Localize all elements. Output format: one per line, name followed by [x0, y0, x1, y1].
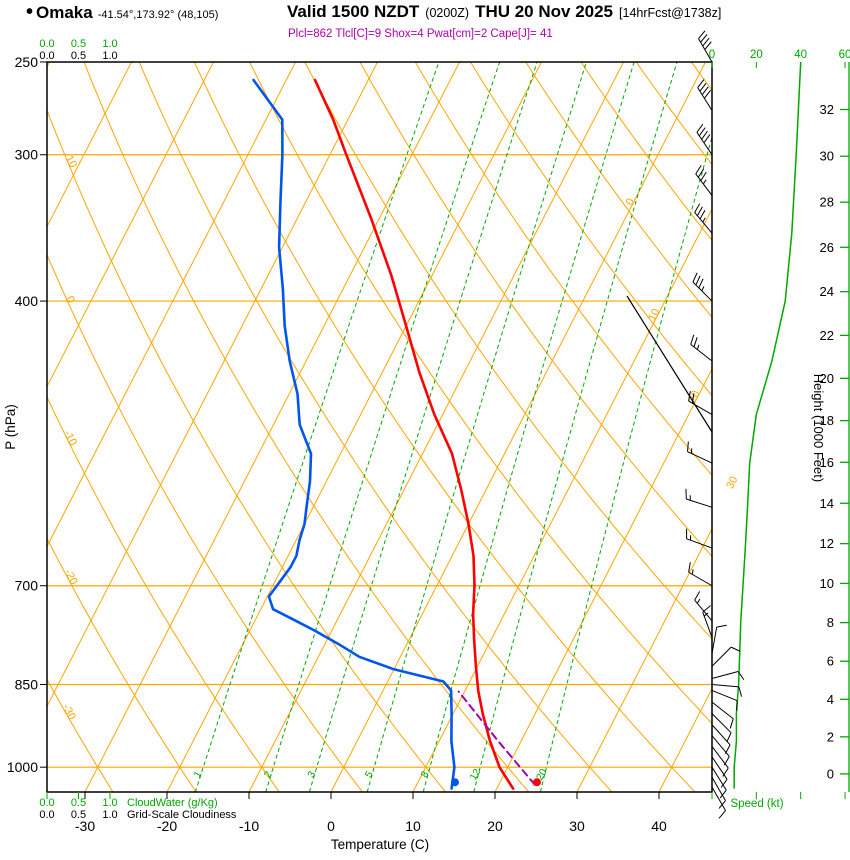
- pressure-axis-title: P (hPa): [3, 404, 18, 450]
- svg-text:0.0: 0.0: [39, 50, 54, 62]
- cloudiness-axis-title: Grid-Scale Cloudiness: [127, 809, 237, 821]
- dry-adiabat-label: 0: [63, 294, 76, 305]
- station-coordinates: -41.54°,173.92° (48,105): [97, 9, 219, 21]
- skewt-grid: [47, 62, 712, 792]
- valid-zulu: (0200Z): [425, 6, 470, 20]
- forecast-tag: [14hrFcst@1738z]: [619, 6, 722, 20]
- svg-text:0.0: 0.0: [39, 809, 54, 821]
- height-axis-title: Height (1000 Feet): [811, 374, 826, 482]
- svg-text:16: 16: [820, 455, 834, 470]
- dewpoint-trace: [252, 78, 456, 790]
- svg-text:2: 2: [827, 729, 834, 744]
- svg-text:10: 10: [405, 818, 421, 834]
- svg-text:12: 12: [820, 536, 834, 551]
- svg-text:8: 8: [827, 615, 834, 630]
- svg-text:0.5: 0.5: [71, 50, 86, 62]
- temperature-tick-labels: -30 -20 -10 0 10 20 30 40: [75, 792, 667, 834]
- station-bullet: •: [26, 1, 34, 23]
- svg-text:-20: -20: [157, 818, 177, 834]
- svg-text:22: 22: [820, 328, 834, 343]
- dry-adiabat-label: 10: [63, 154, 79, 170]
- svg-text:20: 20: [487, 818, 503, 834]
- svg-text:300: 300: [15, 147, 39, 163]
- surface-temperature-dot: [532, 778, 541, 787]
- svg-text:1.0: 1.0: [102, 50, 117, 62]
- station-header: • Omaka -41.54°,173.92° (48,105): [26, 2, 218, 23]
- plot-frame: [46, 61, 713, 793]
- svg-text:40: 40: [794, 49, 807, 61]
- cloudwater-scales: 0.00.00.00.00.50.50.50.51.01.01.01.0: [39, 38, 117, 821]
- svg-text:400: 400: [15, 293, 39, 309]
- svg-text:0.5: 0.5: [71, 797, 86, 809]
- mixing-ratio-label: 1: [192, 769, 205, 780]
- svg-text:850: 850: [15, 677, 39, 693]
- svg-text:0.0: 0.0: [39, 797, 54, 809]
- cloudwater-axis-title: CloudWater (g/Kg): [127, 797, 218, 809]
- svg-text:20: 20: [750, 49, 763, 61]
- svg-text:-10: -10: [239, 818, 259, 834]
- mixing-ratio-lines: [194, 62, 712, 792]
- svg-text:-30: -30: [75, 818, 95, 834]
- svg-text:60: 60: [839, 49, 850, 61]
- svg-text:20: 20: [820, 371, 834, 386]
- speed-axis-title: Speed (kt): [730, 798, 783, 810]
- svg-text:30: 30: [820, 149, 834, 164]
- isotherm-label: 30: [724, 474, 740, 490]
- mixing-ratio-label: 8: [419, 769, 432, 780]
- svg-text:28: 28: [820, 195, 834, 210]
- svg-text:0: 0: [327, 818, 335, 834]
- svg-text:10: 10: [820, 576, 834, 591]
- speed-scale: 0 20 40 60: [709, 49, 850, 799]
- isotherm-label: 10: [646, 307, 662, 323]
- wind-barbs: [685, 30, 745, 819]
- isotherm-label: 0: [624, 196, 637, 207]
- svg-text:1.0: 1.0: [102, 797, 117, 809]
- wind-speed-trace: [733, 61, 802, 789]
- mixing-ratio-label: 12: [468, 767, 483, 783]
- svg-text:30: 30: [569, 818, 585, 834]
- svg-text:26: 26: [820, 240, 834, 255]
- svg-text:24: 24: [820, 284, 834, 299]
- valid-time-header: Valid 1500 NZDT (0200Z) THU 20 Nov 2025 …: [287, 2, 721, 22]
- svg-text:1000: 1000: [7, 759, 38, 775]
- svg-text:250: 250: [15, 54, 39, 70]
- svg-text:1.0: 1.0: [102, 809, 117, 821]
- dry-adiabat-label: -30: [60, 702, 78, 722]
- mixing-ratio-label: 3: [306, 769, 319, 780]
- surface-dewpoint-dot: [450, 778, 459, 787]
- svg-text:14: 14: [820, 496, 834, 511]
- stability-indices: Plcl=862 Tlcl[C]=9 Shox=4 Pwat[cm]=2 Cap…: [288, 28, 553, 40]
- dry-adiabat-label: -20: [62, 567, 80, 587]
- svg-text:18: 18: [820, 413, 834, 428]
- pressure-tick-labels: 250 300 400 700 850 1000: [7, 54, 47, 775]
- parcel-trace: [457, 690, 536, 786]
- mixing-ratio-label: 2: [262, 769, 275, 780]
- station-name: Omaka: [36, 3, 93, 22]
- mixing-ratio-label: 20: [535, 767, 550, 783]
- svg-text:32: 32: [820, 102, 834, 117]
- svg-text:0.0: 0.0: [39, 38, 54, 50]
- mixing-ratio-label: 5: [363, 769, 376, 780]
- valid-date: THU 20 Nov 2025: [475, 2, 614, 21]
- svg-text:0.5: 0.5: [71, 38, 86, 50]
- svg-text:40: 40: [651, 818, 667, 834]
- svg-text:0: 0: [827, 766, 834, 781]
- valid-time: Valid 1500 NZDT: [287, 2, 420, 21]
- svg-text:1.0: 1.0: [102, 38, 117, 50]
- temperature-trace: [313, 78, 515, 790]
- wind-staff-diagonal: [626, 295, 713, 433]
- svg-text:0: 0: [709, 49, 715, 61]
- svg-text:4: 4: [827, 692, 834, 707]
- svg-text:6: 6: [827, 654, 834, 669]
- temperature-axis-title: Temperature (C): [331, 837, 429, 852]
- svg-text:0.5: 0.5: [71, 809, 86, 821]
- svg-text:700: 700: [15, 578, 39, 594]
